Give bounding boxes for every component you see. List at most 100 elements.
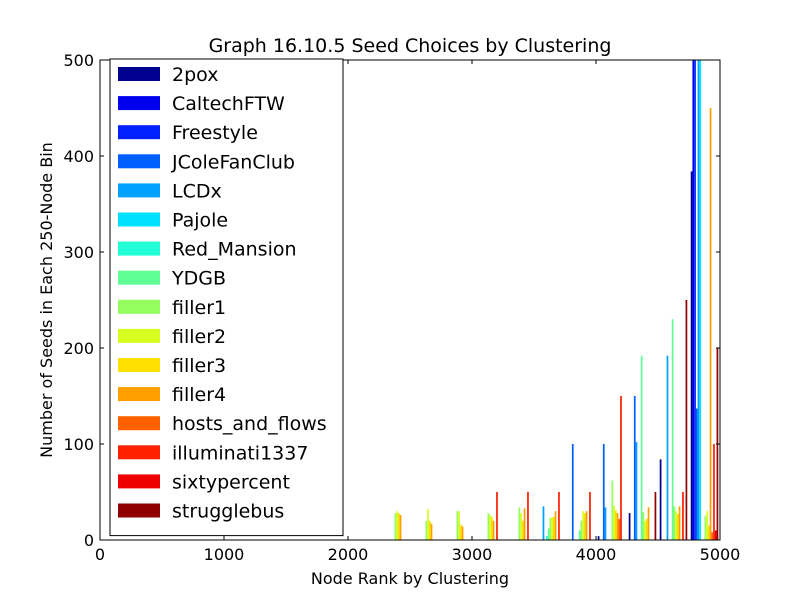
legend-swatch — [118, 299, 160, 314]
bar — [585, 511, 588, 540]
legend: 2pox CaltechFTW Freestyle JColeFanClub LCDx P… — [109, 58, 344, 537]
y-tick-label: 100 — [63, 435, 94, 454]
bar — [640, 355, 643, 540]
bar — [654, 492, 657, 540]
legend-swatch — [118, 96, 160, 111]
bar — [647, 507, 650, 540]
legend-label: LCDx — [172, 180, 222, 202]
legend-label: Pajole — [172, 210, 228, 232]
bar — [396, 511, 398, 540]
legend-swatch — [118, 125, 160, 140]
bar — [711, 532, 714, 540]
y-tick-label: 200 — [63, 339, 94, 358]
y-axis-title: Number of Seeds in Each 250-Node Bin — [37, 142, 56, 458]
bar — [597, 536, 600, 540]
bar — [714, 530, 717, 540]
x-axis-title: Node Rank by Clustering — [311, 569, 509, 588]
bar — [527, 492, 529, 540]
bar — [618, 518, 621, 540]
bar — [520, 513, 522, 540]
legend-swatch — [118, 328, 160, 343]
bar — [558, 492, 560, 540]
bar — [496, 492, 498, 540]
legend-label: filler1 — [172, 297, 226, 319]
bar — [633, 396, 636, 540]
x-tick-label: 1000 — [204, 545, 245, 564]
legend-swatch — [118, 270, 160, 285]
bar — [456, 511, 459, 540]
bar — [685, 300, 688, 540]
bar — [666, 355, 669, 540]
bar — [616, 513, 619, 540]
bar — [635, 442, 638, 540]
x-tick-label: 4000 — [576, 545, 617, 564]
legend-label: filler2 — [172, 326, 226, 348]
bar — [425, 520, 428, 540]
bar — [571, 444, 574, 540]
bar — [704, 516, 707, 540]
bar — [430, 523, 433, 540]
bar — [461, 526, 464, 540]
bar — [427, 509, 429, 540]
bar — [620, 396, 622, 540]
bar — [699, 60, 702, 540]
legend-label: YDGB — [171, 268, 226, 290]
plot-frame — [99, 59, 721, 541]
legend-label: hosts_and_flows — [172, 413, 327, 435]
bar — [614, 510, 617, 540]
legend-swatch — [118, 416, 160, 431]
legend-swatch — [118, 474, 160, 489]
bar — [707, 525, 710, 540]
bar — [549, 517, 552, 540]
bar — [518, 507, 521, 540]
chart-title: Graph 16.10.5 Seed Choices by Clustering — [209, 35, 612, 57]
bar — [546, 536, 548, 540]
y-tick-label: 400 — [63, 147, 94, 166]
bar — [578, 530, 581, 540]
bar — [642, 512, 645, 540]
y-tick-label: 300 — [63, 243, 94, 262]
x-tick-label: 2000 — [328, 545, 369, 564]
legend-swatch — [118, 212, 160, 227]
bar — [582, 511, 584, 540]
bar — [644, 520, 646, 540]
bar — [706, 511, 708, 540]
bar — [551, 516, 553, 540]
bar — [589, 492, 591, 540]
bar — [692, 60, 695, 540]
bar — [428, 520, 431, 540]
legend-swatch — [118, 503, 160, 518]
bar — [676, 514, 679, 540]
bar — [394, 513, 397, 540]
bar — [613, 505, 615, 540]
bar — [695, 408, 698, 540]
bar — [580, 520, 583, 540]
y-tick-label: 500 — [63, 51, 94, 70]
y-tick-label: 0 — [84, 531, 94, 550]
bar — [521, 520, 524, 540]
x-tick-label: 5000 — [700, 545, 741, 564]
legend-label: filler3 — [172, 355, 226, 377]
bar — [487, 513, 490, 540]
legend-swatch — [118, 183, 160, 198]
legend-label: CaltechFTW — [172, 93, 285, 115]
bar — [682, 492, 684, 540]
legend-items: 2pox CaltechFTW Freestyle JColeFanClub LCDx P… — [118, 64, 327, 523]
x-tick-label: 3000 — [452, 545, 493, 564]
legend-swatch — [118, 67, 160, 81]
bar — [628, 513, 631, 540]
bar — [659, 459, 662, 540]
legend-swatch — [118, 154, 160, 169]
legend-swatch — [118, 387, 160, 402]
bar — [709, 108, 712, 540]
legend-label: Red_Mansion — [172, 239, 297, 261]
bar — [673, 506, 676, 540]
legend-swatch — [118, 445, 160, 460]
bar — [694, 60, 696, 540]
bar — [542, 506, 545, 540]
bar — [611, 480, 614, 540]
bar — [697, 60, 700, 540]
bar — [459, 524, 462, 540]
x-tick-label: 0 — [95, 545, 105, 564]
legend-label: 2pox — [172, 64, 218, 86]
